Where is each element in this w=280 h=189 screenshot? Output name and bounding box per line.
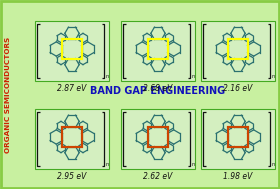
Text: 1.98 eV: 1.98 eV [223,172,253,181]
Bar [228,39,248,59]
Text: 2.95 eV: 2.95 eV [57,172,87,181]
Bar [121,109,195,169]
Text: n: n [192,161,195,167]
Text: 2.87 eV: 2.87 eV [57,84,87,93]
Text: 2.68 eV: 2.68 eV [143,84,173,93]
Text: n: n [192,74,195,78]
Bar [35,109,109,169]
Bar [148,39,168,59]
Text: ORGANIC SEMICONDUCTORS: ORGANIC SEMICONDUCTORS [5,37,11,153]
Bar [201,21,275,81]
Bar [121,21,195,81]
Bar [148,127,168,147]
Bar [228,127,248,147]
Text: 2.62 eV: 2.62 eV [143,172,173,181]
Bar [228,127,248,147]
Text: n: n [272,161,275,167]
Text: n: n [106,74,109,78]
Text: BAND GAP ENGINEERING: BAND GAP ENGINEERING [90,86,226,96]
Bar [62,39,82,59]
Bar [201,109,275,169]
Text: 2.16 eV: 2.16 eV [223,84,253,93]
Bar [148,39,168,59]
Bar [228,39,248,59]
Bar [35,21,109,81]
Text: n: n [272,74,275,78]
Bar [62,127,82,147]
Bar [148,127,168,147]
Bar [62,39,82,59]
Text: n: n [106,161,109,167]
Bar [62,127,82,147]
